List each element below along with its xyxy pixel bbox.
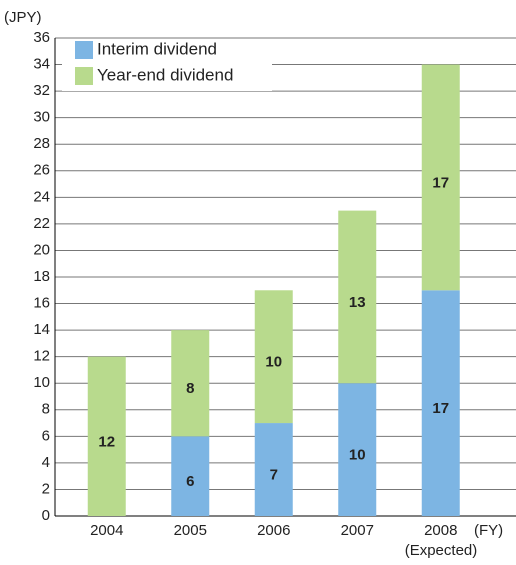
bar-segment xyxy=(171,436,210,516)
legend-swatch xyxy=(75,67,93,85)
x-axis-label: (FY) xyxy=(474,522,503,539)
y-tick-label: 8 xyxy=(42,401,50,418)
y-tick-label: 16 xyxy=(33,295,50,312)
y-tick-label: 10 xyxy=(33,374,50,391)
legend-label: Year-end dividend xyxy=(97,65,233,84)
data-label: 12 xyxy=(98,433,115,450)
legend-swatch xyxy=(75,41,93,59)
y-tick-label: 0 xyxy=(42,507,50,524)
data-label: 8 xyxy=(186,380,194,397)
bar-segment xyxy=(421,290,460,516)
data-label: 13 xyxy=(349,294,366,311)
x-tick-label: 2007 xyxy=(341,522,374,539)
bar-segment xyxy=(171,330,210,437)
bar-segment xyxy=(254,290,293,424)
x-tick-label: 2004 xyxy=(90,522,123,539)
y-tick-label: 32 xyxy=(33,82,50,99)
y-tick-label: 30 xyxy=(33,109,50,126)
bar-segment xyxy=(338,383,377,516)
y-tick-label: 34 xyxy=(33,56,50,73)
x-tick-label: 2005 xyxy=(174,522,207,539)
y-tick-label: 36 xyxy=(33,29,50,46)
y-tick-label: 12 xyxy=(33,348,50,365)
y-tick-label: 20 xyxy=(33,241,50,258)
y-tick-label: 2 xyxy=(42,480,50,497)
bar-segment xyxy=(254,423,293,516)
y-tick-label: 26 xyxy=(33,162,50,179)
data-label: 10 xyxy=(265,354,282,371)
y-tick-label: 22 xyxy=(33,215,50,232)
x-tick-label: 2008 xyxy=(424,522,457,539)
bar-segment xyxy=(338,210,377,384)
data-label: 17 xyxy=(432,400,449,417)
bar-segment xyxy=(87,356,126,516)
y-tick-label: 28 xyxy=(33,135,50,152)
y-tick-label: 18 xyxy=(33,268,50,285)
legend-label: Interim dividend xyxy=(97,39,217,58)
y-tick-label: 24 xyxy=(33,188,50,205)
data-label: 10 xyxy=(349,447,366,464)
bar-segment xyxy=(421,64,460,291)
y-axis-label: (JPY) xyxy=(4,9,42,26)
y-tick-label: 14 xyxy=(33,321,50,338)
annotation: (Expected) xyxy=(405,542,478,559)
y-tick-label: 6 xyxy=(42,427,50,444)
legend-box xyxy=(62,39,272,91)
x-tick-label: 2006 xyxy=(257,522,290,539)
y-tick-label: 4 xyxy=(42,454,50,471)
data-label: 6 xyxy=(186,473,194,490)
data-label: 7 xyxy=(270,466,278,483)
data-label: 17 xyxy=(432,174,449,191)
